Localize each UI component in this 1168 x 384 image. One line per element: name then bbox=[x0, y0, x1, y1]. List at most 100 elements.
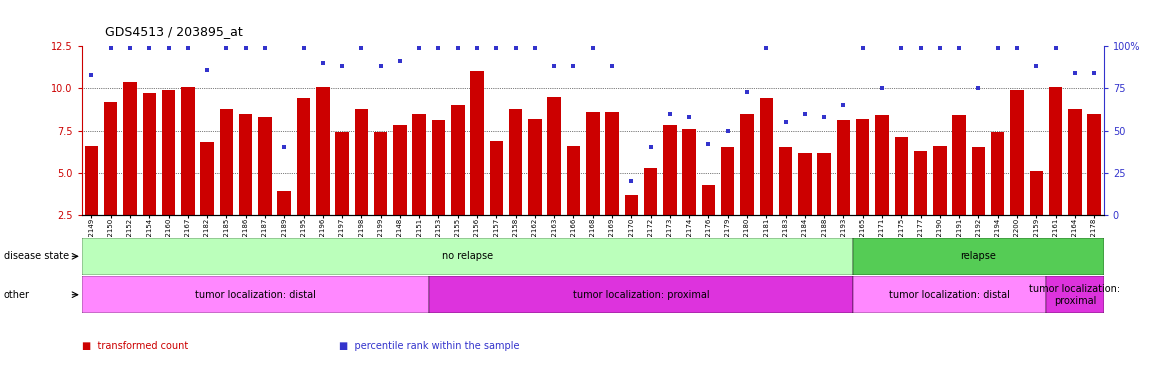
Point bbox=[236, 45, 255, 51]
Bar bbox=[142, 93, 157, 257]
Bar bbox=[972, 147, 985, 257]
Text: other: other bbox=[4, 290, 29, 300]
Point bbox=[700, 141, 718, 147]
Point bbox=[313, 60, 332, 66]
Point bbox=[1065, 70, 1084, 76]
Bar bbox=[566, 146, 580, 257]
Text: ■  percentile rank within the sample: ■ percentile rank within the sample bbox=[339, 341, 520, 351]
Point bbox=[467, 45, 486, 51]
Bar bbox=[605, 112, 619, 257]
Bar bbox=[702, 185, 715, 257]
Bar bbox=[853, 276, 1045, 313]
Point bbox=[1027, 63, 1045, 70]
Point bbox=[390, 58, 409, 65]
Point bbox=[82, 72, 100, 78]
Point bbox=[623, 178, 641, 184]
Bar bbox=[853, 238, 1104, 275]
Point bbox=[988, 45, 1007, 51]
Point bbox=[969, 85, 988, 91]
Bar bbox=[84, 146, 98, 257]
Bar bbox=[759, 98, 773, 257]
Bar bbox=[1010, 90, 1023, 257]
Bar bbox=[374, 132, 388, 257]
Point bbox=[179, 45, 197, 51]
Bar bbox=[1049, 87, 1063, 257]
Point bbox=[583, 45, 603, 51]
Bar bbox=[297, 98, 311, 257]
Point bbox=[294, 45, 313, 51]
Bar bbox=[913, 151, 927, 257]
Bar bbox=[162, 90, 175, 257]
Bar bbox=[1029, 171, 1043, 257]
Bar bbox=[181, 87, 195, 257]
Point bbox=[854, 45, 872, 51]
Point bbox=[757, 45, 776, 51]
Bar bbox=[625, 195, 638, 257]
Point bbox=[526, 45, 544, 51]
Point bbox=[120, 45, 139, 51]
Point bbox=[680, 114, 698, 120]
Point bbox=[1085, 70, 1104, 76]
Bar bbox=[412, 114, 426, 257]
Bar bbox=[779, 147, 792, 257]
Point bbox=[777, 119, 795, 125]
Point bbox=[217, 45, 236, 51]
Bar bbox=[220, 109, 234, 257]
Bar bbox=[682, 129, 696, 257]
Bar bbox=[1045, 276, 1104, 313]
Bar bbox=[123, 81, 137, 257]
Point bbox=[449, 45, 467, 51]
Bar bbox=[741, 114, 753, 257]
Bar bbox=[471, 71, 484, 257]
Point bbox=[641, 144, 660, 151]
Text: tumor localization: distal: tumor localization: distal bbox=[889, 290, 1010, 300]
Bar bbox=[933, 146, 946, 257]
Bar bbox=[432, 121, 445, 257]
Point bbox=[506, 45, 524, 51]
Bar bbox=[82, 276, 429, 313]
Bar bbox=[1087, 114, 1101, 257]
Point bbox=[429, 45, 447, 51]
Text: relapse: relapse bbox=[960, 251, 996, 262]
Bar bbox=[451, 105, 465, 257]
Point bbox=[102, 45, 120, 51]
Text: disease state: disease state bbox=[4, 251, 69, 262]
Bar bbox=[317, 87, 329, 257]
Point bbox=[333, 63, 352, 70]
Bar bbox=[818, 152, 830, 257]
Point bbox=[197, 67, 216, 73]
Point bbox=[544, 63, 563, 70]
Point bbox=[371, 63, 390, 70]
Bar bbox=[429, 276, 853, 313]
Text: no relapse: no relapse bbox=[442, 251, 493, 262]
Bar bbox=[258, 117, 272, 257]
Point bbox=[487, 45, 506, 51]
Point bbox=[274, 144, 293, 151]
Bar bbox=[394, 126, 406, 257]
Bar bbox=[952, 115, 966, 257]
Bar bbox=[335, 132, 349, 257]
Bar bbox=[278, 191, 291, 257]
Point bbox=[256, 45, 274, 51]
Bar bbox=[355, 109, 368, 257]
Bar bbox=[239, 114, 252, 257]
Text: ■  transformed count: ■ transformed count bbox=[82, 341, 188, 351]
Bar bbox=[798, 152, 812, 257]
Point bbox=[603, 63, 621, 70]
Bar bbox=[721, 147, 735, 257]
Text: tumor localization: distal: tumor localization: distal bbox=[195, 290, 315, 300]
Bar bbox=[663, 126, 676, 257]
Point bbox=[815, 114, 834, 120]
Point bbox=[410, 45, 429, 51]
Point bbox=[892, 45, 911, 51]
Point bbox=[352, 45, 370, 51]
Point bbox=[661, 111, 680, 117]
Bar bbox=[528, 119, 542, 257]
Point bbox=[931, 45, 950, 51]
Point bbox=[872, 85, 891, 91]
Point bbox=[795, 111, 814, 117]
Text: tumor localization: proximal: tumor localization: proximal bbox=[572, 290, 709, 300]
Bar bbox=[836, 121, 850, 257]
Bar bbox=[82, 238, 853, 275]
Bar bbox=[895, 137, 908, 257]
